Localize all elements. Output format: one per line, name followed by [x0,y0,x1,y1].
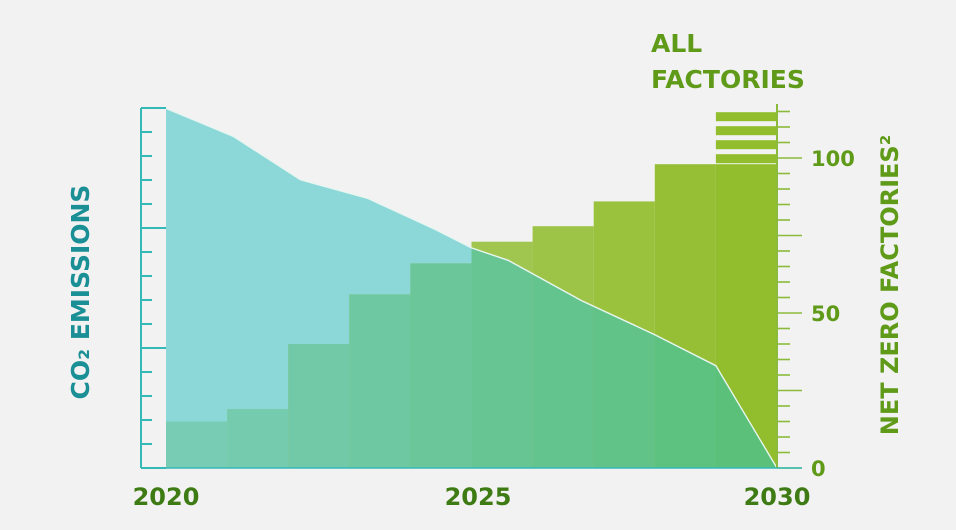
factory-bar-overlap-2022 [288,344,350,468]
x-tick-label: 2020 [133,483,200,511]
factory-bar-overlap-2024 [410,263,472,468]
all-factories-label-line2: FACTORIES [651,65,805,94]
all-factories-stripe [715,154,778,164]
x-tick-label: 2025 [445,483,512,511]
factory-bar-overlap-2020 [166,421,228,468]
right-tick-label: 100 [811,147,855,171]
right-tick-label: 0 [811,457,826,481]
right-tick-label: 50 [811,302,840,326]
all-factories-stripe [715,112,778,122]
right-axis-label: NET ZERO FACTORIES² [876,135,904,435]
factory-bar-overlap-2021 [227,409,289,468]
all-factories-stripe [715,140,778,150]
all-factories-stripe [715,126,778,136]
factory-bar-overlap-2023 [349,294,411,468]
x-tick-label: 2030 [744,483,811,511]
emissions-line [165,107,778,469]
factory-bar-overlap-2025 [471,241,533,468]
left-axis-label: CO₂ EMISSIONS [66,185,95,400]
all-factories-label-line1: ALL [651,29,702,58]
